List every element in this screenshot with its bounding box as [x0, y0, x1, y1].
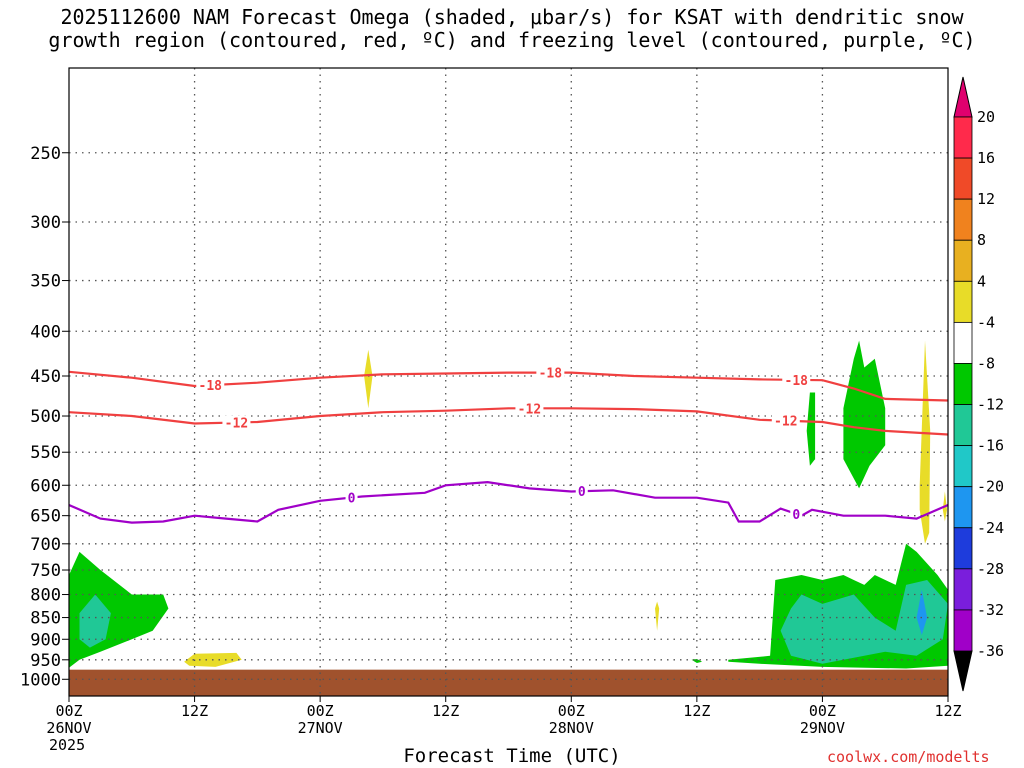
- colorbar-label: -36: [977, 642, 1004, 660]
- colorbar-under-arrow: [953, 650, 973, 692]
- contour-label: -18: [199, 379, 223, 394]
- colorbar-label: -20: [977, 478, 1004, 496]
- x-tick-label: 12Z: [181, 702, 208, 720]
- colorbar-label: -32: [977, 601, 1004, 619]
- y-tick-label: 650: [30, 507, 61, 527]
- colorbar-segment: [953, 609, 973, 652]
- colorbar-label: -12: [977, 396, 1004, 414]
- y-tick-label: 850: [30, 609, 61, 629]
- colorbar-segment: [953, 157, 973, 200]
- omega-region-3: [364, 349, 373, 409]
- colorbar-label: -24: [977, 519, 1004, 537]
- y-tick-label: 250: [30, 144, 61, 164]
- x-date-label: 28NOV: [549, 719, 594, 737]
- x-date-label: 27NOV: [298, 719, 343, 737]
- contour-label-bg: [536, 365, 565, 380]
- y-tick-label: 400: [30, 322, 61, 342]
- colorbar: 20 16 12 8 4 -4 -8 -12 -16 -20 -24 -28 -32 -36: [953, 76, 1004, 692]
- surface-terrain: [69, 669, 948, 696]
- colorbar-label: -4: [977, 313, 995, 331]
- x-tick-label: 00Z: [558, 702, 585, 720]
- y-tick-label: 500: [30, 407, 61, 427]
- y-tick-label: 900: [30, 630, 61, 650]
- colorbar-label: 12: [977, 190, 995, 208]
- omega-region-7: [780, 580, 948, 664]
- contour-label-bg: [222, 415, 251, 430]
- colorbar-label: 4: [977, 272, 986, 290]
- colorbar-over-arrow: [953, 76, 973, 118]
- x-tick-label: 12Z: [432, 702, 459, 720]
- contour-label: -18: [785, 374, 809, 389]
- x-date-label: 29NOV: [800, 719, 845, 737]
- omega-shading: [69, 340, 948, 669]
- colorbar-segment: [953, 486, 973, 529]
- contour-label-bg: [771, 413, 800, 428]
- colorbar-segment: [953, 404, 973, 447]
- y-tick-label: 700: [30, 535, 61, 555]
- colorbar-label: -16: [977, 437, 1004, 455]
- credit-text[interactable]: coolwx.com/modelts: [827, 748, 990, 766]
- contour-label: 0: [578, 485, 586, 500]
- colorbar-label: 8: [977, 231, 986, 249]
- contour-line-2: [69, 480, 948, 524]
- y-tick-label: 600: [30, 476, 61, 496]
- colorbar-segment: [953, 568, 973, 611]
- colorbar-segment: [953, 363, 973, 405]
- contour-label: -12: [774, 415, 797, 430]
- omega-region-9: [806, 392, 816, 466]
- contour-label-bg: [782, 372, 811, 387]
- contour-label: -18: [539, 367, 563, 382]
- contour-label-bg: [345, 490, 358, 505]
- x-axis-label: Forecast Time (UTC): [403, 745, 621, 767]
- contour-label-bg: [790, 506, 803, 521]
- x-tick-label: 00Z: [809, 702, 836, 720]
- y-tick-label: 550: [30, 443, 61, 463]
- colorbar-segment: [953, 527, 973, 570]
- colorbar-label: 16: [977, 149, 995, 167]
- x-date-label: 26NOV: [46, 719, 91, 737]
- omega-region-4: [655, 601, 660, 631]
- x-tick-label: 12Z: [683, 702, 710, 720]
- contour-lines: -18 -18 -18 -12 -12 -12 0 0 0: [69, 365, 948, 524]
- y-tick-label: 800: [30, 586, 61, 606]
- grid-lines: [69, 68, 948, 696]
- omega-region-1: [79, 594, 111, 648]
- contour-label: -12: [225, 417, 248, 432]
- y-tick-label: 1000: [20, 670, 61, 690]
- omega-region-11: [919, 340, 931, 544]
- x-tick-label: 00Z: [55, 702, 82, 720]
- terrain-block: [69, 669, 948, 696]
- colorbar-label: -28: [977, 560, 1004, 578]
- y-tick-label: 750: [30, 561, 61, 581]
- chart-title: 2025112600 NAM Forecast Omega (shaded, μ…: [48, 5, 976, 52]
- y-tick-label: 350: [30, 272, 61, 292]
- contour-label-bg: [196, 378, 225, 393]
- colorbar-segment: [953, 198, 973, 241]
- contour-label: 0: [792, 508, 800, 523]
- x-year-label: 2025: [49, 736, 85, 754]
- y-tick-label: 300: [30, 213, 61, 233]
- colorbar-segment: [953, 321, 973, 364]
- x-tick-label: 12Z: [934, 702, 961, 720]
- contour-label-bg: [515, 401, 544, 416]
- pressure-axis: 2503003504004505005506006507007508008509…: [20, 144, 69, 690]
- colorbar-label: -8: [977, 354, 995, 372]
- contour-label: -12: [518, 402, 541, 417]
- colorbar-label: 20: [977, 108, 995, 126]
- y-tick-label: 450: [30, 367, 61, 387]
- colorbar-segment: [953, 280, 973, 323]
- contour-label-bg: [575, 484, 588, 499]
- colorbar-segment: [953, 445, 973, 488]
- contour-line-1: [69, 407, 948, 436]
- colorbar-segment: [953, 239, 973, 282]
- y-tick-label: 950: [30, 651, 61, 671]
- plot-frame: [68, 67, 949, 697]
- colorbar-segment: [953, 116, 973, 159]
- x-tick-label: 00Z: [307, 702, 334, 720]
- contour-label: 0: [348, 492, 356, 507]
- omega-region-8: [916, 589, 928, 635]
- omega-region-10: [843, 340, 886, 489]
